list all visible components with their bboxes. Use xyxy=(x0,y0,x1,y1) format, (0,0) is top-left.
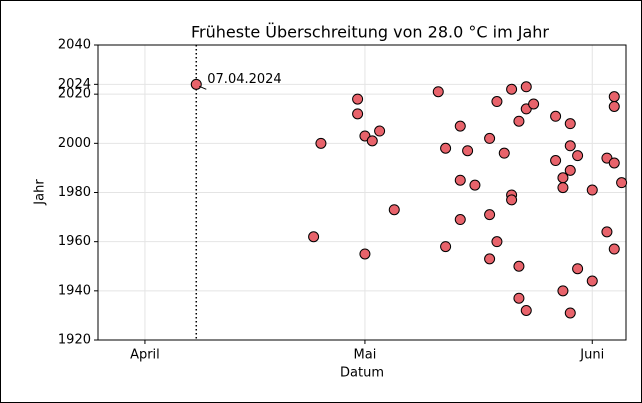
point xyxy=(564,118,576,130)
x-tick-label: Juni xyxy=(579,348,604,363)
x-tick-label: April xyxy=(130,348,160,363)
point xyxy=(586,275,598,287)
point xyxy=(608,100,620,112)
point xyxy=(564,164,576,176)
point xyxy=(440,241,452,253)
point xyxy=(374,125,386,137)
x-tick-label: Mai xyxy=(354,348,377,363)
y-axis-label: Jahr xyxy=(33,179,48,206)
point xyxy=(608,243,620,255)
y-tick-label: 1940 xyxy=(58,283,91,298)
point xyxy=(608,157,620,169)
point xyxy=(550,110,562,122)
point xyxy=(359,248,371,260)
point xyxy=(491,96,503,108)
point xyxy=(440,142,452,154)
point xyxy=(484,132,496,144)
point xyxy=(572,263,584,275)
point xyxy=(572,150,584,162)
point xyxy=(388,204,400,216)
point xyxy=(432,86,444,98)
point xyxy=(557,285,569,297)
point xyxy=(520,81,532,93)
point xyxy=(352,108,364,120)
point xyxy=(564,140,576,152)
annotation-leader xyxy=(199,85,207,90)
point xyxy=(454,120,466,132)
point xyxy=(616,177,628,189)
point xyxy=(462,145,474,157)
point xyxy=(601,226,613,238)
point xyxy=(469,179,481,191)
point xyxy=(484,253,496,265)
y-tick-label: 2000 xyxy=(58,136,91,151)
point xyxy=(352,93,364,105)
point xyxy=(520,305,532,316)
point xyxy=(498,147,510,159)
y-tick-label: 1920 xyxy=(58,333,91,348)
point xyxy=(454,174,466,186)
point xyxy=(491,236,503,248)
point xyxy=(506,83,518,95)
x-axis-label: Datum xyxy=(340,366,384,381)
point xyxy=(454,214,466,226)
annotation: 07.04.2024 xyxy=(207,72,281,87)
point xyxy=(550,155,562,167)
point xyxy=(586,184,598,196)
point xyxy=(513,115,525,127)
point xyxy=(557,182,569,194)
point xyxy=(366,135,378,147)
y-tick-label: 1980 xyxy=(58,185,91,200)
point xyxy=(506,194,518,206)
point xyxy=(528,98,540,110)
point xyxy=(564,307,576,319)
point xyxy=(190,78,202,90)
point xyxy=(484,209,496,221)
point xyxy=(315,137,327,149)
y-tick-label: 1960 xyxy=(58,234,91,249)
plot-frame xyxy=(97,44,627,341)
y-tick-label: 2040 xyxy=(58,38,91,53)
y-tick-label: 2024 xyxy=(58,77,91,92)
point xyxy=(308,231,320,243)
chart-title: Früheste Überschreitung von 28.0 °C im J… xyxy=(191,23,549,42)
point xyxy=(513,260,525,272)
y-tick-label: 2020 xyxy=(58,87,91,102)
point xyxy=(513,292,525,304)
point xyxy=(608,91,620,103)
